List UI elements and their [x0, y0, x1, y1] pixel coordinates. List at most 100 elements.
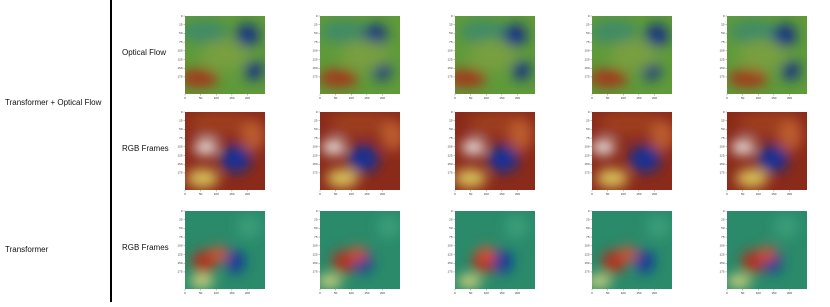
heatmap-blobs — [592, 214, 671, 288]
y-tick-label: 100 — [447, 49, 452, 53]
y-tick-label: 0 — [588, 110, 590, 114]
heatmap-blob — [321, 139, 346, 155]
y-tick-label: 175 — [312, 171, 317, 175]
x-tick-label: 0 — [319, 96, 321, 100]
heatmap-panel — [185, 16, 265, 94]
heatmap-blob — [185, 19, 229, 44]
heatmap-blob — [237, 214, 261, 239]
x-tick-label: 0 — [319, 291, 321, 295]
heatmap-blob — [646, 214, 671, 239]
y-tick-label: 125 — [312, 252, 317, 256]
x-tick-label: 200 — [380, 96, 385, 100]
heatmap-blob — [727, 69, 768, 88]
y-tick-label: 25 — [721, 218, 725, 222]
heatmap-blob — [596, 168, 628, 188]
heatmap-panel — [455, 16, 535, 94]
y-tick-label: 125 — [584, 57, 589, 61]
x-tick-label: 200 — [245, 96, 250, 100]
heatmap-blob — [738, 39, 787, 71]
heatmap-blob — [241, 119, 265, 151]
x-tick-label: 0 — [319, 192, 321, 196]
heatmap-blob — [727, 274, 751, 288]
x-tick-label: 100 — [214, 291, 219, 295]
heatmap-blob — [347, 144, 380, 173]
x-tick-label: 200 — [652, 192, 657, 196]
heatmap-blob — [644, 23, 669, 48]
x-tick-label: 150 — [771, 96, 776, 100]
y-tick-label: 50 — [314, 127, 318, 131]
y-tick-label: 0 — [588, 14, 590, 18]
heatmap-panel — [727, 211, 807, 289]
heatmap-blob — [618, 246, 638, 262]
x-tick-label: 100 — [756, 192, 761, 196]
y-tick-label: 75 — [586, 136, 590, 140]
y-tick-label: 125 — [177, 57, 182, 61]
x-tick-label: 150 — [499, 96, 504, 100]
x-tick-label: 50 — [334, 291, 338, 295]
x-tick-label: 150 — [499, 291, 504, 295]
y-tick-label: 50 — [449, 31, 453, 35]
y-tick-label: 100 — [719, 244, 724, 248]
y-tick-label: 125 — [447, 153, 452, 157]
x-tick-label: 0 — [454, 291, 456, 295]
heatmap-blobs — [457, 214, 529, 288]
heatmap-blob — [244, 61, 264, 80]
heatmap-blobs — [320, 214, 400, 288]
heatmap-blobs — [320, 19, 392, 88]
y-tick-label: 0 — [588, 209, 590, 213]
x-tick-label: 100 — [484, 96, 489, 100]
y-tick-label: 125 — [312, 153, 317, 157]
heatmap-blob — [326, 168, 359, 188]
heatmap-blob — [235, 23, 260, 48]
y-tick-label: 175 — [312, 75, 317, 79]
heatmap-blobs — [321, 112, 400, 188]
y-tick-label: 150 — [312, 162, 317, 166]
y-tick-label: 0 — [181, 110, 183, 114]
x-tick-label: 150 — [364, 96, 369, 100]
y-tick-label: 150 — [447, 162, 452, 166]
heatmap-blobs — [185, 19, 264, 88]
y-tick-label: 75 — [586, 235, 590, 239]
x-tick-label: 150 — [499, 192, 504, 196]
x-tick-label: 150 — [636, 291, 641, 295]
method-label: Transformer + Optical Flow — [5, 98, 102, 107]
y-tick-label: 50 — [721, 31, 725, 35]
heatmap-panel — [727, 16, 807, 94]
x-tick-label: 200 — [380, 291, 385, 295]
input-label: RGB Frames — [122, 243, 169, 252]
x-tick-label: 50 — [741, 192, 745, 196]
heatmap-blob — [504, 214, 529, 239]
x-tick-label: 200 — [787, 291, 792, 295]
x-tick-label: 0 — [726, 96, 728, 100]
heatmap-panel — [320, 16, 400, 94]
y-tick-label: 100 — [719, 49, 724, 53]
y-tick-label: 75 — [449, 235, 453, 239]
y-tick-label: 25 — [449, 218, 453, 222]
input-label: RGB Frames — [122, 144, 169, 153]
heatmap-blob — [461, 139, 486, 155]
heatmap-blob — [778, 119, 803, 151]
y-tick-label: 25 — [449, 23, 453, 27]
x-tick-label: 200 — [515, 96, 520, 100]
y-tick-label: 50 — [721, 127, 725, 131]
x-tick-label: 0 — [184, 291, 186, 295]
y-tick-label: 150 — [177, 66, 182, 70]
heatmap-blob — [610, 39, 659, 71]
x-tick-label: 150 — [771, 192, 776, 196]
y-tick-label: 100 — [177, 49, 182, 53]
x-tick-label: 0 — [591, 291, 593, 295]
x-tick-label: 100 — [484, 291, 489, 295]
y-tick-label: 100 — [177, 145, 182, 149]
heatmap-blob — [185, 69, 219, 88]
y-tick-label: 25 — [721, 23, 725, 27]
heatmap-blob — [772, 23, 797, 48]
y-tick-label: 100 — [312, 244, 317, 248]
x-tick-label: 50 — [469, 96, 473, 100]
heatmap-blobs — [731, 112, 803, 188]
heatmap-blob — [592, 19, 638, 44]
x-tick-label: 50 — [741, 291, 745, 295]
heatmap-blob — [511, 61, 531, 80]
heatmap-blob — [503, 23, 527, 48]
heatmap-blob — [376, 214, 400, 239]
